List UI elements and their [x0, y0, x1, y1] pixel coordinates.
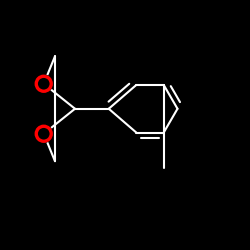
Circle shape: [35, 75, 52, 92]
Circle shape: [35, 125, 52, 142]
